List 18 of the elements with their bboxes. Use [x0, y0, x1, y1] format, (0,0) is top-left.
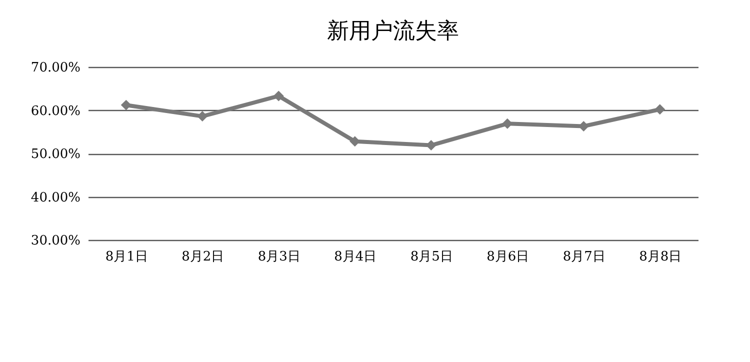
x-tick-label: 8月2日: [182, 250, 224, 264]
chart-title: 新用户流失率: [327, 19, 459, 44]
y-tick-label: 60.00%: [30, 104, 80, 119]
point: [654, 104, 666, 115]
point: [273, 90, 284, 102]
y-tick-label: 30.00%: [30, 234, 80, 248]
y-tick-label: 70.00%: [30, 60, 80, 76]
x-tick-label: 8月3日: [258, 250, 300, 264]
x-tick-label: 8月8日: [639, 250, 682, 264]
y-tick-label: 40.00%: [30, 190, 80, 206]
x-tick-label: 8月1日: [105, 250, 148, 264]
x-tick-label: 8月6日: [486, 250, 530, 264]
x-tick-label: 8月4日: [334, 250, 377, 264]
point: [120, 100, 132, 110]
y-tick-label: 50.00%: [30, 147, 80, 162]
x-tick-label: 8月7日: [562, 250, 606, 264]
point: [197, 111, 208, 122]
x-tick-label: 8月5日: [410, 250, 453, 264]
